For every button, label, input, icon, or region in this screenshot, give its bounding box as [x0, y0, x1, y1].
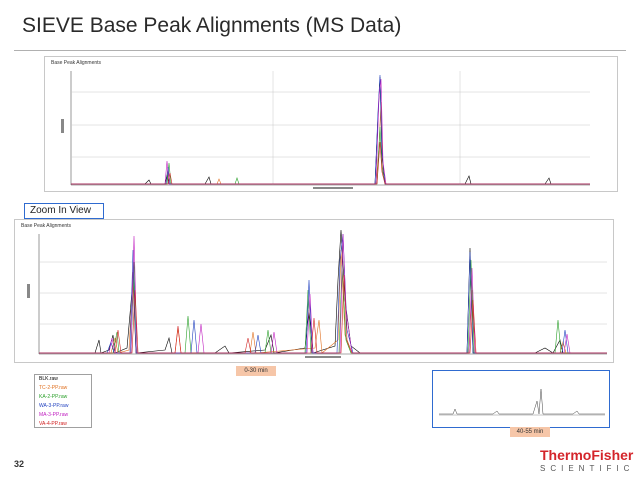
- legend-label: MA-3-PP.raw: [39, 412, 69, 418]
- overview-chart-title: Base Peak Alignments: [51, 60, 102, 66]
- inset-traces: [439, 388, 605, 415]
- legend-label: WA-3-PP.raw: [39, 403, 69, 409]
- slide-title: SIEVE Base Peak Alignments (MS Data): [22, 14, 402, 37]
- zoom-chart: [27, 229, 607, 358]
- overview-chart: [61, 71, 590, 189]
- trace-ka2: [71, 126, 590, 185]
- late-range-inset: [432, 370, 610, 428]
- zoom-traces: [39, 229, 607, 354]
- trace-ma3: [71, 78, 590, 185]
- inset-chart: [439, 388, 605, 416]
- legend-item-1: TC-2-PP.raw: [35, 384, 91, 393]
- trace-legend: BLK.raw TC-2-PP.raw KA-2-PP.raw WA-3-PP.…: [34, 374, 92, 428]
- trace-ka2: [39, 259, 607, 354]
- legend-item-5: VA-4-PP.raw: [35, 420, 91, 429]
- trace-va4: [71, 141, 590, 185]
- overview-y-axis-title: [61, 119, 64, 133]
- legend-label: KA-2-PP.raw: [39, 394, 68, 400]
- zoom-in-label: Zoom In View: [24, 203, 104, 219]
- logo-brand-name: ThermoFisher: [540, 447, 634, 463]
- zoom-x-axis-title: [305, 356, 341, 358]
- range-note-right: 40-55 min: [510, 427, 550, 437]
- legend-label: BLK.raw: [39, 376, 58, 382]
- overview-chart-panel: Base Peak Alignments: [44, 56, 618, 192]
- legend-label: VA-4-PP.raw: [39, 421, 67, 427]
- legend-label: TC-2-PP.raw: [39, 385, 68, 391]
- range-note-left: 0-30 min: [236, 366, 276, 376]
- trace-wa3: [39, 233, 607, 354]
- title-divider: [14, 50, 626, 51]
- logo-brand-subtitle: SCIENTIFIC: [540, 464, 635, 473]
- slide-number: 32: [14, 459, 25, 469]
- trace-wa3: [71, 74, 590, 185]
- zoom-chart-title: Base Peak Alignments: [21, 223, 72, 229]
- trace-va4: [39, 274, 607, 354]
- legend-item-4: MA-3-PP.raw: [35, 411, 91, 420]
- legend-item-3: WA-3-PP.raw: [35, 402, 91, 411]
- thermo-fisher-logo: ThermoFisher SCIENTIFIC: [540, 447, 634, 474]
- legend-item-2: KA-2-PP.raw: [35, 393, 91, 402]
- zoom-y-axis-title: [27, 284, 30, 298]
- trace-tc2: [39, 249, 607, 354]
- overview-x-axis-title: [313, 187, 353, 189]
- legend-item-0: BLK.raw: [35, 375, 91, 384]
- trace-blk: [71, 76, 590, 185]
- overview-traces: [71, 74, 590, 185]
- trace-blk: [39, 229, 607, 354]
- trace-tc2: [71, 101, 590, 185]
- trace-ma3: [39, 233, 607, 354]
- zoom-chart-panel: Base Peak Alignments: [14, 219, 614, 363]
